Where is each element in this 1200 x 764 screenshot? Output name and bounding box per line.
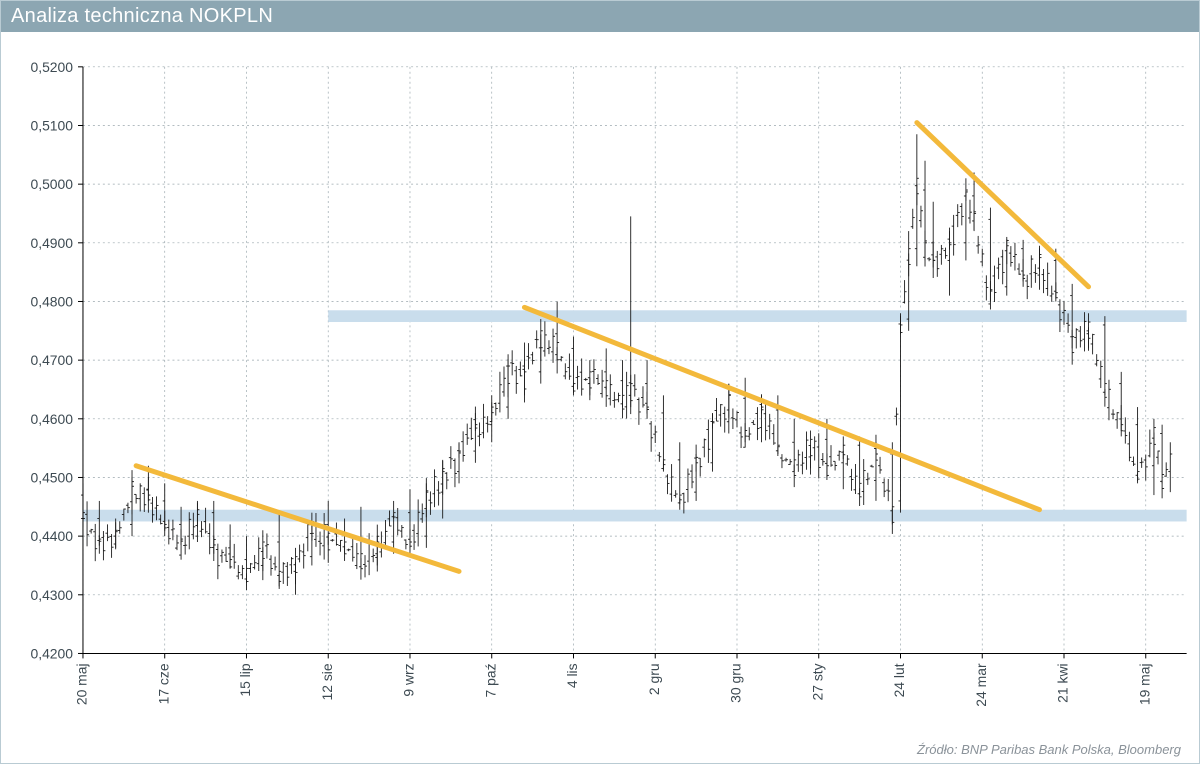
svg-text:0,5200: 0,5200 xyxy=(30,59,73,75)
svg-text:7 paź: 7 paź xyxy=(482,663,498,697)
svg-text:0,5100: 0,5100 xyxy=(30,117,73,133)
svg-text:30 gru: 30 gru xyxy=(728,663,744,702)
svg-text:0,4200: 0,4200 xyxy=(30,645,73,661)
svg-text:17 cze: 17 cze xyxy=(155,663,171,704)
chart-title: Analiza techniczna NOKPLN xyxy=(11,5,273,27)
svg-text:24 mar: 24 mar xyxy=(973,663,989,707)
svg-text:0,4900: 0,4900 xyxy=(30,235,73,251)
chart-title-bar: Analiza techniczna NOKPLN xyxy=(1,1,1199,32)
plot-area: 0,4200 0,4300 0,4400 0,4500 0,4600 0,4700 0,48… xyxy=(1,37,1199,733)
chart-svg: 0,4200 0,4300 0,4400 0,4500 0,4600 0,4700 0,48… xyxy=(1,37,1199,733)
svg-text:24 lut: 24 lut xyxy=(891,663,907,697)
svg-text:15 lip: 15 lip xyxy=(237,663,253,697)
svg-text:19 maj: 19 maj xyxy=(1136,663,1152,705)
svg-text:0,4800: 0,4800 xyxy=(30,293,73,309)
svg-text:0,4300: 0,4300 xyxy=(30,587,73,603)
chart-source: Źródło: BNP Paribas Bank Polska, Bloombe… xyxy=(917,742,1181,757)
svg-text:20 maj: 20 maj xyxy=(74,663,90,705)
svg-text:0,4500: 0,4500 xyxy=(30,469,73,485)
svg-text:2 gru: 2 gru xyxy=(646,663,662,695)
svg-text:9 wrz: 9 wrz xyxy=(401,663,417,696)
svg-text:21 kwi: 21 kwi xyxy=(1055,663,1071,702)
svg-text:0,4600: 0,4600 xyxy=(30,411,73,427)
svg-text:12 sie: 12 sie xyxy=(319,663,335,700)
svg-text:0,4700: 0,4700 xyxy=(30,352,73,368)
svg-text:4 lis: 4 lis xyxy=(564,663,580,688)
chart-container: Analiza techniczna NOKPLN 0,42000,43000,… xyxy=(0,0,1200,764)
svg-text:0,5000: 0,5000 xyxy=(30,176,73,192)
svg-text:0,4400: 0,4400 xyxy=(30,528,73,544)
svg-text:27 sty: 27 sty xyxy=(809,663,825,700)
